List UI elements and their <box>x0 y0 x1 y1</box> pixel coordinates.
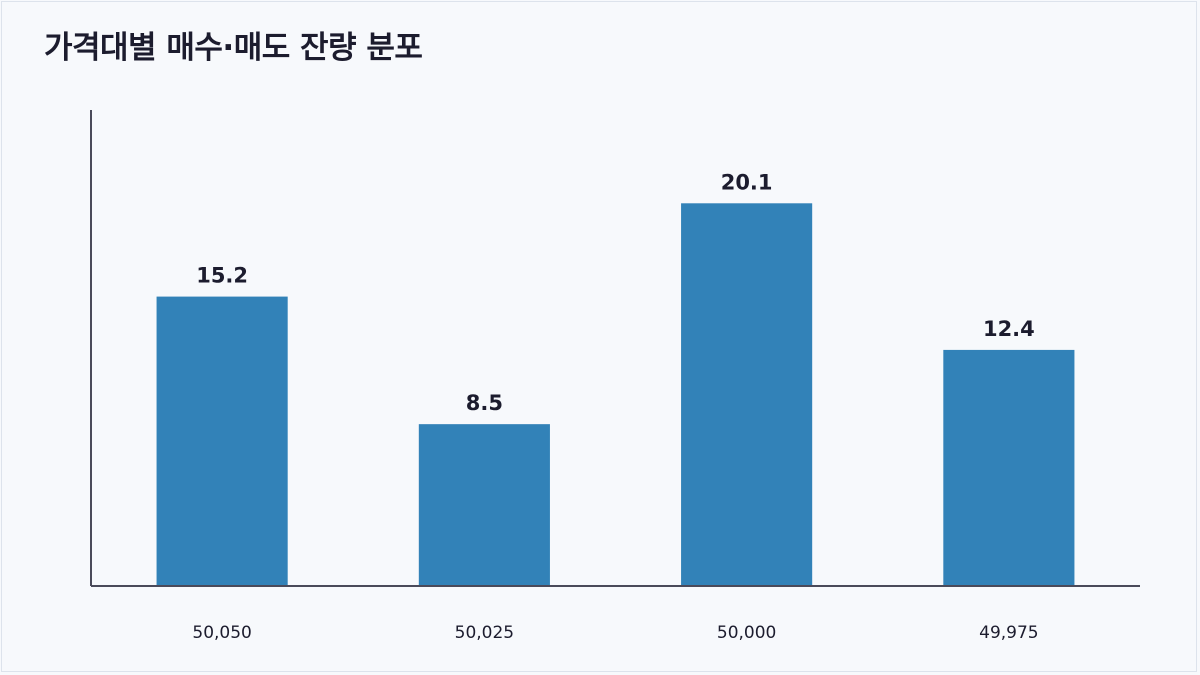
chart-title: 가격대별 매수·매도 잔량 분포 <box>44 30 423 66</box>
data-label-2: 8.5 <box>466 391 503 415</box>
bar-3 <box>681 203 813 586</box>
bar-1 <box>156 296 288 586</box>
x-tick-label-4: 49,975 <box>979 623 1038 643</box>
data-label-1: 15.2 <box>196 264 248 288</box>
data-labels-group: 15.2 8.5 20.1 12.4 <box>196 170 1035 415</box>
x-tick-label-2: 50,025 <box>455 623 514 643</box>
bar-2 <box>418 424 550 586</box>
x-tick-label-1: 50,050 <box>192 623 251 643</box>
data-label-4: 12.4 <box>983 317 1035 341</box>
bars-group <box>156 203 1075 586</box>
x-tick-label-3: 50,000 <box>717 623 776 643</box>
tick-labels-group: 50,050 50,025 50,000 49,975 <box>192 623 1038 643</box>
data-label-3: 20.1 <box>721 170 773 194</box>
bar-4 <box>943 349 1075 586</box>
